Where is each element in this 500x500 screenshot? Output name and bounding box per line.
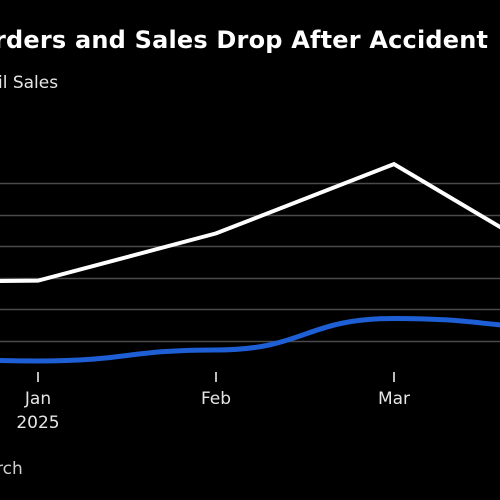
x-axis-ticks: Jan 2025 Feb Mar [16,372,410,433]
gridlines [0,182,500,343]
x-tick-label: Mar [378,389,410,409]
x-tick-label: Jan [24,389,51,409]
x-tick-label: Feb [201,389,231,409]
series-lines [0,161,500,364]
series-line-retail-sales [0,161,500,283]
chart-title: rders and Sales Drop After Accident [0,26,489,54]
x-tick-label: 2025 [16,413,59,433]
source-note: rch [0,459,23,479]
series-line-blue [0,315,500,364]
legend-label: il Sales [0,73,59,93]
